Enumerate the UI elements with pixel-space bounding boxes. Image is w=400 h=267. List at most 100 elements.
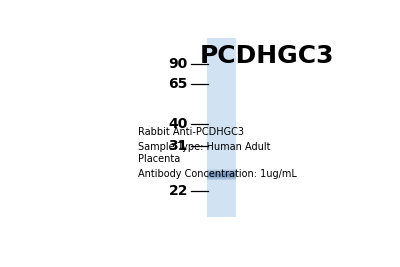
Bar <box>206 168 236 169</box>
Bar <box>206 155 236 156</box>
Bar <box>206 59 236 60</box>
Bar <box>206 186 236 187</box>
Bar <box>206 83 236 84</box>
Bar <box>206 98 236 99</box>
Bar <box>206 43 236 44</box>
Bar <box>206 181 236 182</box>
Bar <box>206 43 236 44</box>
Bar <box>206 39 236 40</box>
Bar <box>206 104 236 105</box>
Text: PCDHGC3: PCDHGC3 <box>200 44 334 68</box>
Bar <box>206 140 236 141</box>
Bar <box>206 136 236 137</box>
Bar <box>206 101 236 102</box>
Bar <box>206 175 236 176</box>
Bar <box>206 156 236 157</box>
Bar <box>206 205 236 206</box>
Bar <box>206 182 236 183</box>
Bar <box>206 80 236 81</box>
Bar <box>206 63 236 64</box>
Bar <box>206 54 236 55</box>
Bar <box>206 139 236 140</box>
Bar <box>206 178 236 179</box>
Bar <box>206 190 236 191</box>
Bar <box>206 197 236 198</box>
Bar <box>206 192 236 193</box>
Text: Rabbit Anti-PCDHGC3: Rabbit Anti-PCDHGC3 <box>138 127 244 137</box>
Bar <box>206 100 236 101</box>
Bar <box>206 86 236 87</box>
Bar <box>206 81 236 82</box>
Text: 22: 22 <box>168 184 188 198</box>
Bar <box>206 111 236 112</box>
Bar <box>206 189 236 190</box>
Bar <box>206 167 236 168</box>
Bar <box>206 177 236 178</box>
Bar <box>206 88 236 89</box>
Bar <box>206 171 236 172</box>
Bar <box>206 99 236 100</box>
Text: Sample Type: Human Adult: Sample Type: Human Adult <box>138 142 271 152</box>
Bar <box>206 204 236 205</box>
Bar <box>206 116 236 117</box>
Bar <box>206 110 236 111</box>
Bar <box>206 172 236 173</box>
Bar <box>206 74 236 75</box>
Bar <box>206 215 236 216</box>
Bar <box>206 62 236 63</box>
Bar <box>206 126 236 127</box>
Bar <box>206 53 236 54</box>
Bar <box>206 198 236 199</box>
Bar <box>206 55 236 56</box>
Bar <box>206 121 236 122</box>
Bar <box>206 152 236 153</box>
Bar <box>206 57 236 58</box>
Bar <box>206 42 236 43</box>
Bar <box>206 165 236 166</box>
Bar <box>206 198 236 199</box>
Bar <box>206 46 236 47</box>
Bar <box>206 66 236 67</box>
Bar <box>206 188 236 189</box>
Bar <box>206 99 236 100</box>
Bar <box>206 109 236 110</box>
Bar <box>206 64 236 65</box>
Bar <box>206 209 236 210</box>
Bar <box>206 150 236 151</box>
Bar <box>206 186 236 187</box>
Bar <box>206 185 236 186</box>
Bar <box>206 164 236 165</box>
Bar <box>206 122 236 123</box>
Bar <box>206 166 236 167</box>
Bar <box>206 152 236 153</box>
Bar <box>206 109 236 110</box>
Bar <box>206 93 236 94</box>
Bar <box>206 65 236 66</box>
Bar <box>206 112 236 113</box>
Bar <box>206 118 236 119</box>
Bar <box>206 124 236 125</box>
Bar <box>206 96 236 97</box>
Bar <box>206 115 236 116</box>
Bar <box>206 148 236 149</box>
Bar <box>206 127 236 128</box>
Bar <box>206 202 236 203</box>
Bar <box>206 128 236 129</box>
Bar <box>206 120 236 121</box>
Bar <box>206 105 236 106</box>
Bar <box>206 55 236 56</box>
Bar <box>206 40 236 41</box>
Bar <box>206 123 236 124</box>
Bar <box>206 47 236 48</box>
Bar <box>206 102 236 103</box>
Bar <box>206 141 236 142</box>
Bar <box>206 170 236 171</box>
Bar <box>206 211 236 212</box>
Bar <box>206 76 236 77</box>
Bar <box>206 147 236 148</box>
Bar <box>206 52 236 53</box>
Bar <box>206 90 236 91</box>
Bar <box>206 80 236 81</box>
Bar <box>206 67 236 68</box>
Bar <box>206 145 236 146</box>
